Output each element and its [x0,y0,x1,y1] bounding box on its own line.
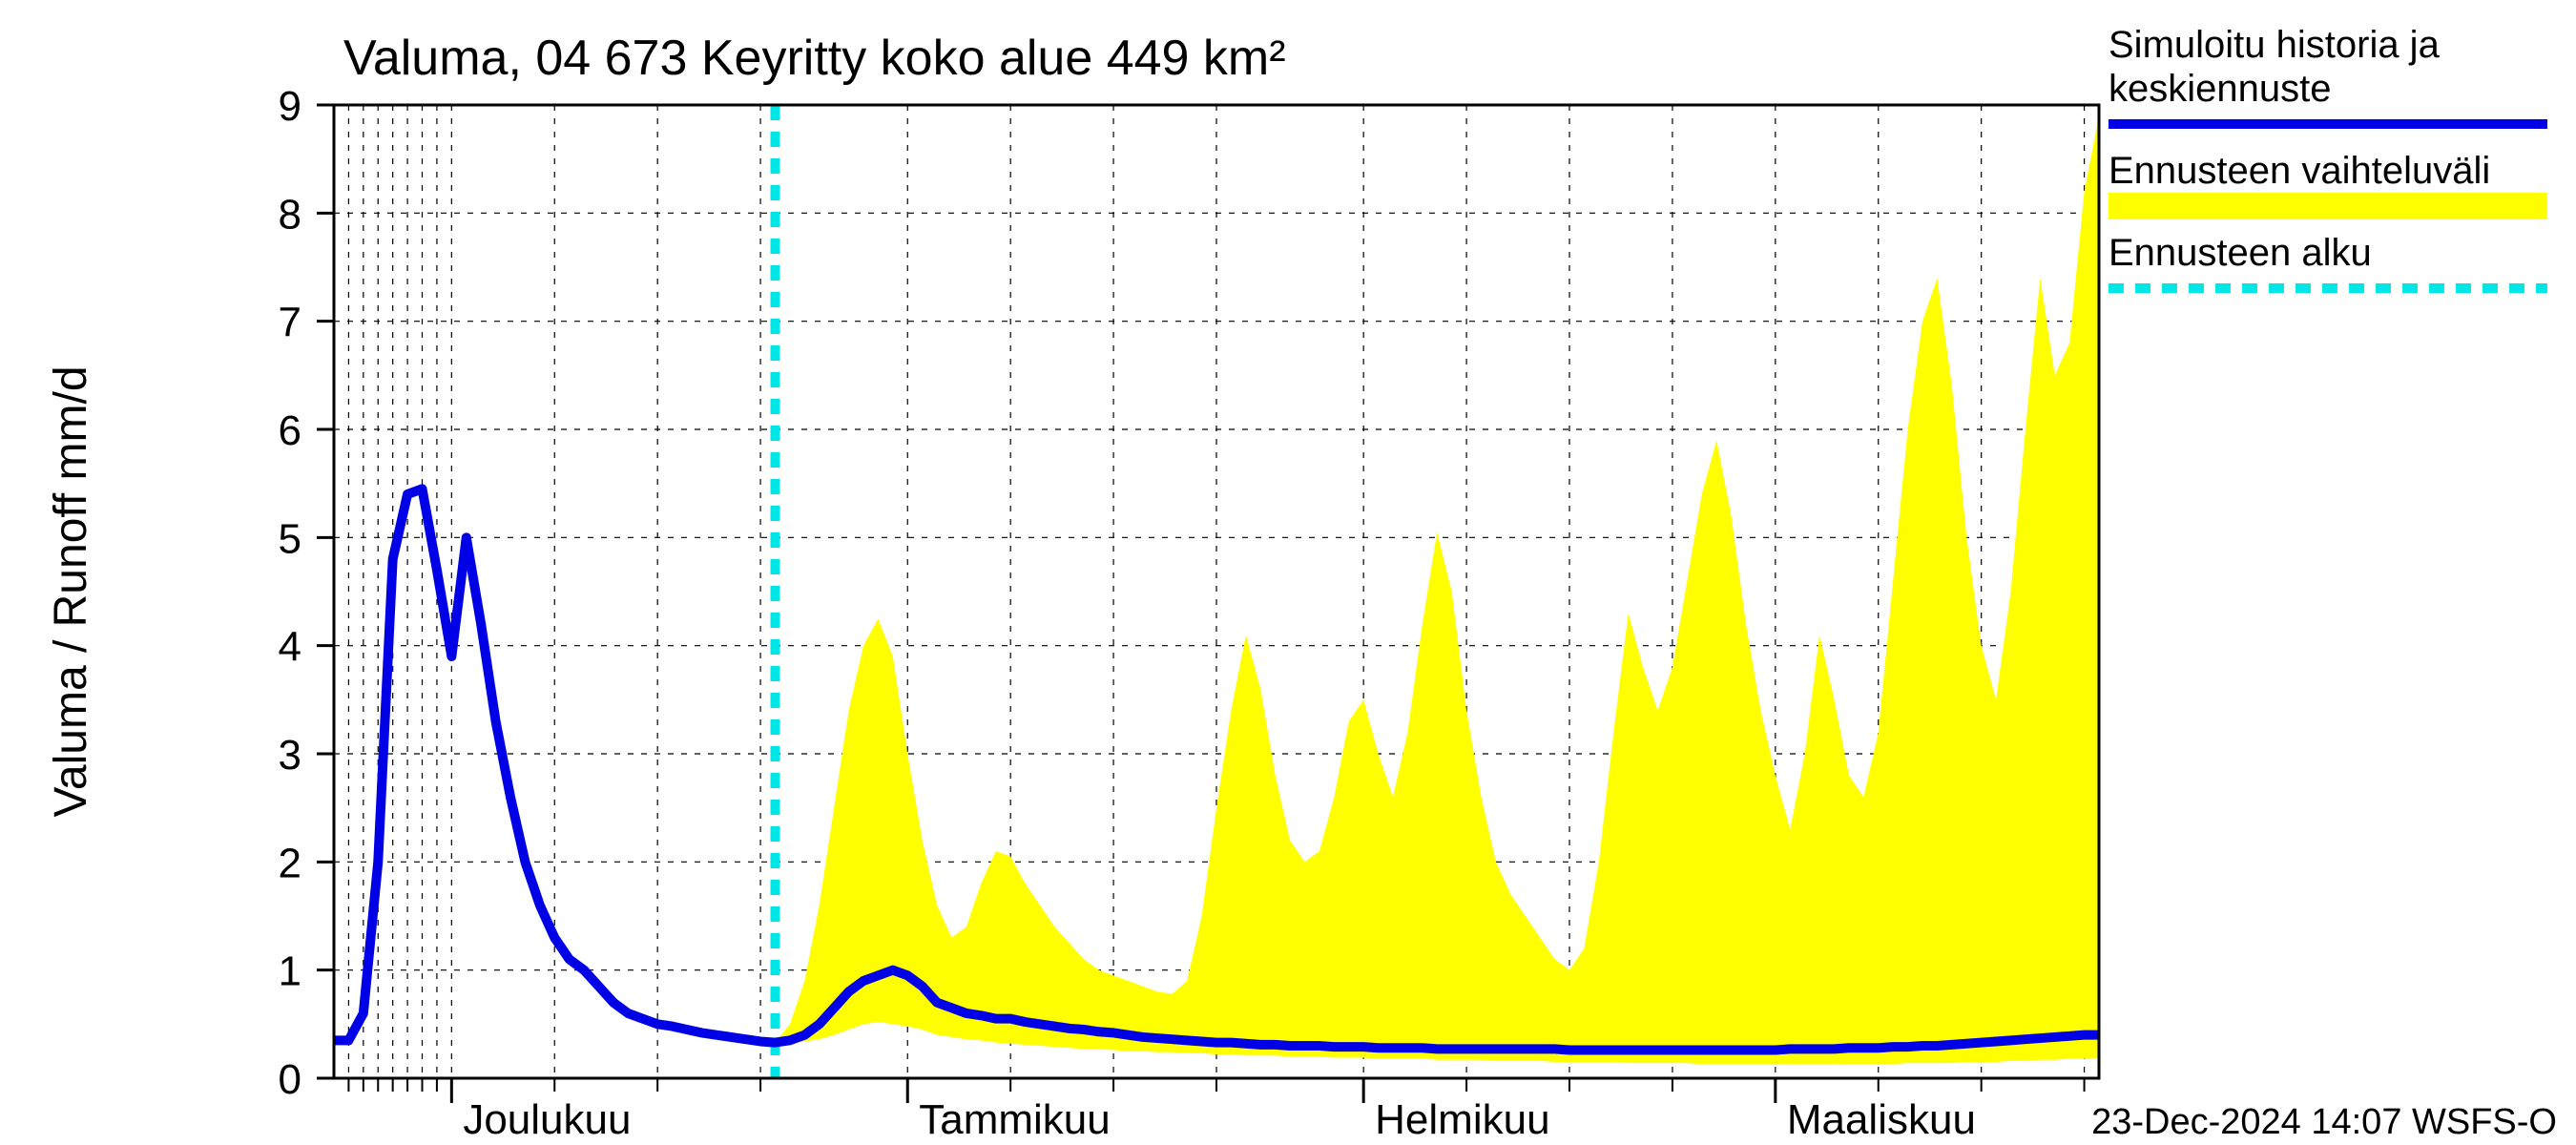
ytick-label: 4 [279,624,301,671]
ytick-label: 3 [279,732,301,779]
ytick-label: 0 [279,1056,301,1103]
legend-label: Simuloitu historia ja [2109,24,2441,66]
chart-svg: 0123456789Joulukuu2024Tammikuu2025Helmik… [0,0,2576,1145]
month-label: Joulukuu [463,1096,631,1143]
month-label: Tammikuu [919,1096,1111,1143]
month-label: Maaliskuu [1787,1096,1976,1143]
chart-footer: 23-Dec-2024 14:07 WSFS-O [2091,1102,2557,1142]
ytick-label: 7 [279,300,301,346]
legend-label: Ennusteen alku [2109,232,2372,274]
chart-title: Valuma, 04 673 Keyritty koko alue 449 km… [343,31,1286,86]
month-label: Helmikuu [1375,1096,1549,1143]
ytick-label: 8 [279,191,301,238]
y-axis-label: Valuma / Runoff mm/d [46,365,96,817]
ytick-label: 1 [279,948,301,995]
ytick-label: 2 [279,840,301,886]
ytick-label: 5 [279,515,301,562]
legend-label: Ennusteen vaihteluväli [2109,150,2490,192]
legend-swatch-band [2109,193,2547,219]
ytick-label: 9 [279,83,301,130]
legend-label: keskiennuste [2109,68,2331,110]
runoff-forecast-chart: 0123456789Joulukuu2024Tammikuu2025Helmik… [0,0,2576,1145]
ytick-label: 6 [279,407,301,454]
